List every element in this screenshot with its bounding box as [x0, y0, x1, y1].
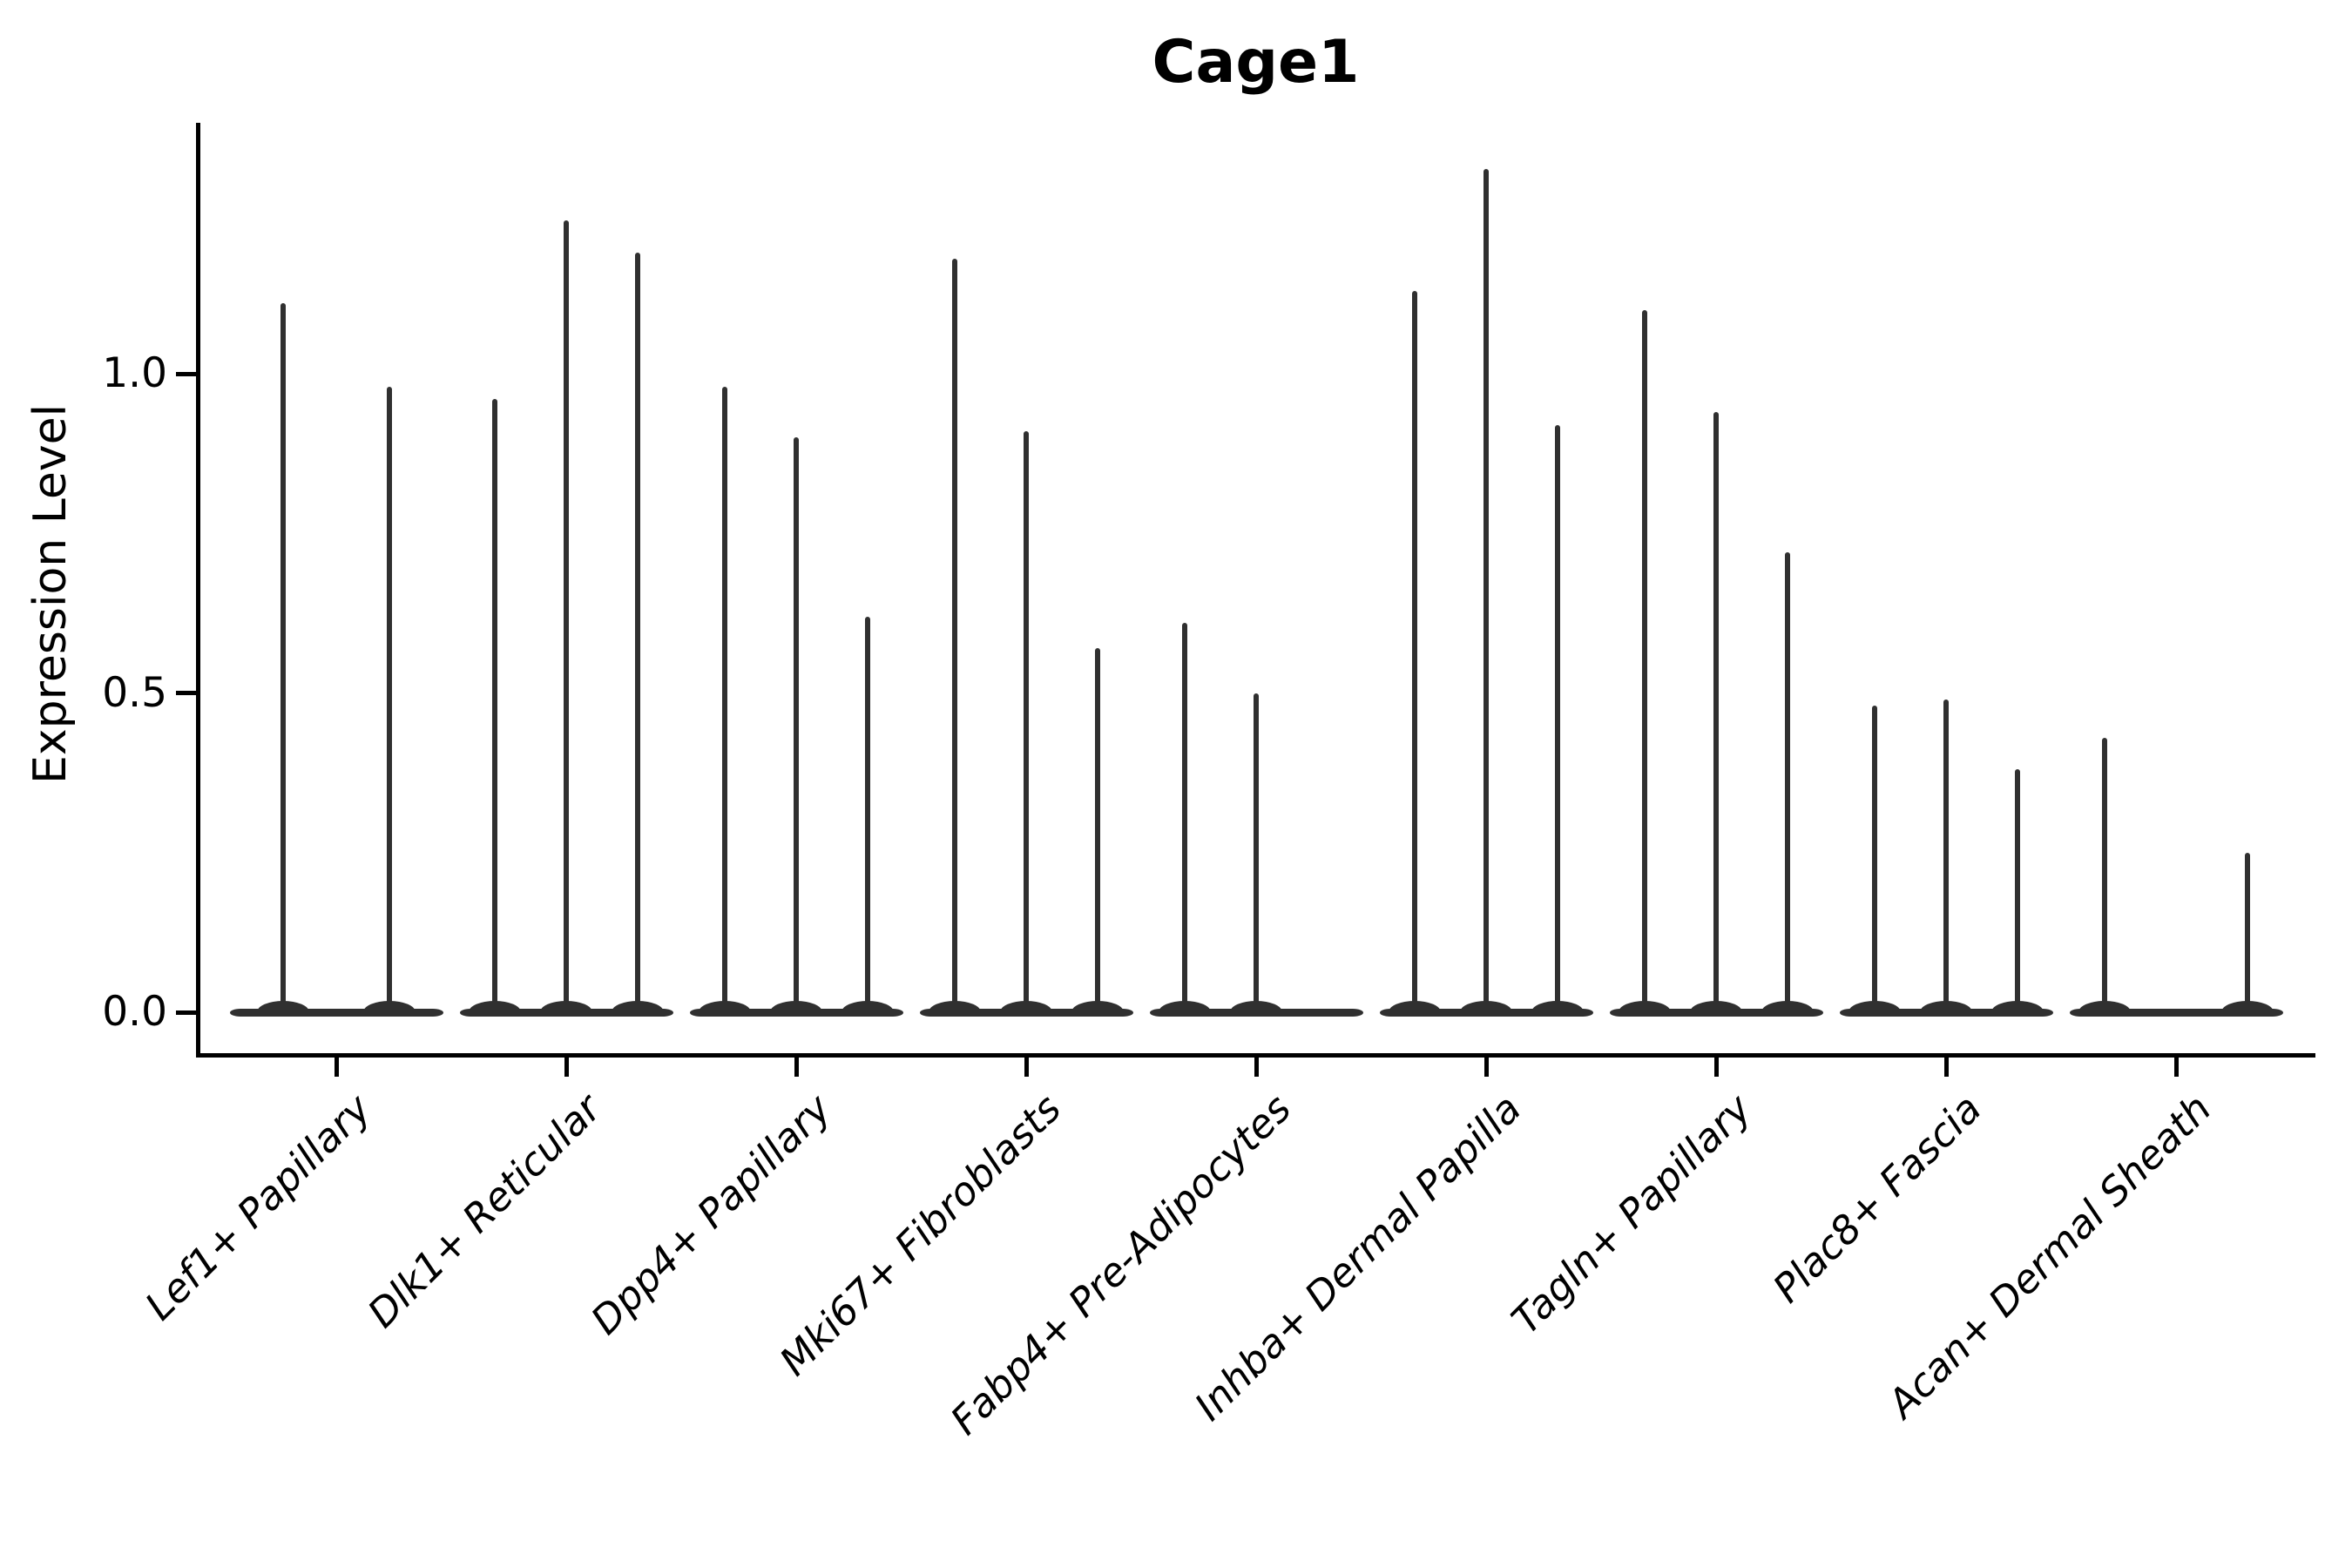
violin-spike — [1943, 699, 1949, 1014]
y-tick-label: 0.0 — [102, 988, 167, 1036]
violin-spike — [1784, 552, 1790, 1014]
y-tick — [176, 371, 196, 376]
x-tick — [564, 1058, 569, 1077]
x-tick-label: Dpp4+ Papillary — [582, 1085, 841, 1344]
violin-spike — [387, 386, 393, 1014]
violin-spike — [794, 437, 799, 1014]
violin-spike — [1182, 622, 1188, 1014]
chart-title: Cage1 — [1152, 28, 1360, 97]
y-tick-label: 1.0 — [102, 349, 167, 397]
x-tick — [1254, 1058, 1259, 1077]
y-axis-label: Expression Level — [24, 403, 77, 785]
violin-spike — [492, 399, 498, 1014]
x-tick-label: Tagln+ Papillary — [1502, 1085, 1761, 1343]
x-tick — [1713, 1058, 1719, 1077]
violin-spike — [1094, 648, 1100, 1014]
x-axis-spine — [196, 1053, 2315, 1058]
violin-spike — [1484, 169, 1489, 1014]
violin-spike — [2244, 852, 2250, 1014]
x-tick — [1943, 1058, 1949, 1077]
x-tick — [1024, 1058, 1029, 1077]
violin-baseline — [2069, 1008, 2283, 1017]
violin-spike — [1872, 706, 1878, 1014]
y-tick — [176, 1010, 196, 1015]
y-tick — [176, 691, 196, 695]
violin-spike — [564, 220, 569, 1014]
violin-spike — [1412, 290, 1418, 1014]
x-tick-label: Lef1+ Papillary — [136, 1085, 381, 1329]
violin-spike — [864, 616, 870, 1014]
x-tick — [794, 1058, 799, 1077]
violin-spike — [1554, 424, 1560, 1014]
x-tick — [334, 1058, 339, 1077]
violin-spike — [1254, 693, 1259, 1014]
violin-spike — [2102, 737, 2108, 1014]
violin-spike — [952, 259, 958, 1014]
violin-baseline — [229, 1008, 443, 1017]
violin-spike — [1642, 309, 1648, 1014]
x-tick-label: Dlk1+ Reticular — [358, 1085, 611, 1337]
violin-spike — [280, 303, 286, 1014]
violin-spike — [634, 252, 640, 1014]
y-tick-label: 0.5 — [102, 668, 167, 717]
x-tick-label: Plac8+ Fascia — [1763, 1085, 1990, 1312]
violin-spike — [1713, 411, 1719, 1014]
y-axis-spine — [196, 123, 200, 1058]
violin-spike — [2014, 769, 2020, 1014]
x-tick — [2173, 1058, 2179, 1077]
violin-spike — [1024, 430, 1029, 1014]
violin-spike — [722, 386, 728, 1014]
x-tick — [1484, 1058, 1489, 1077]
